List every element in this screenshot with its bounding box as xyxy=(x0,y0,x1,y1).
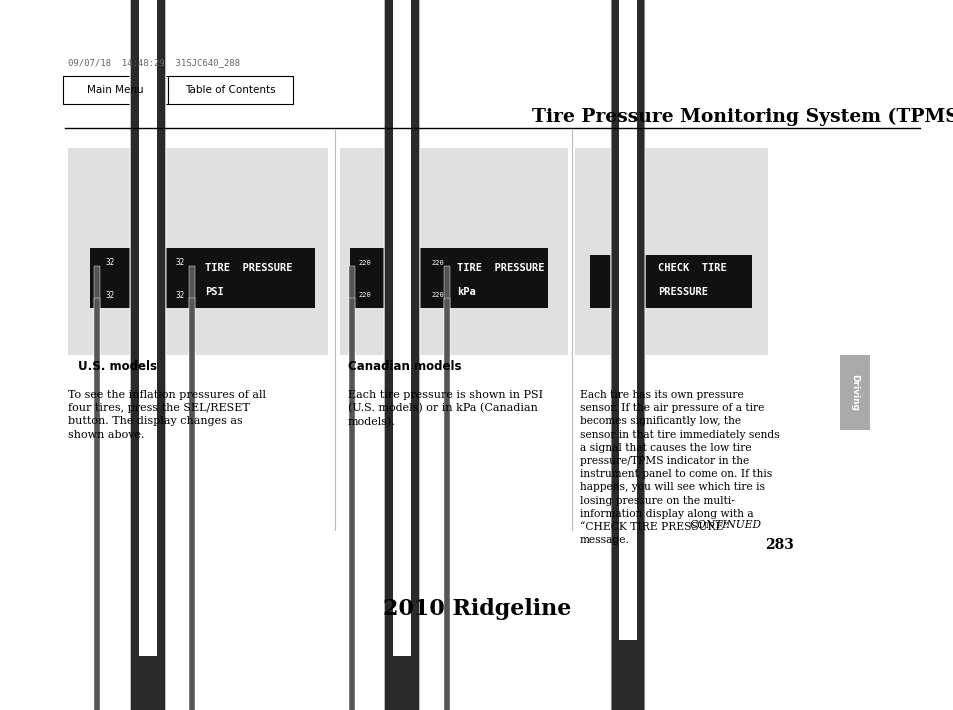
Text: PRESSURE: PRESSURE xyxy=(658,287,707,297)
Bar xyxy=(349,266,355,710)
Text: PSI: PSI xyxy=(205,287,224,297)
Text: Driving: Driving xyxy=(850,374,859,411)
Text: 2010 Ridgeline: 2010 Ridgeline xyxy=(382,598,571,620)
Bar xyxy=(189,298,194,710)
Text: 220: 220 xyxy=(431,292,444,298)
FancyBboxPatch shape xyxy=(130,0,166,710)
Text: Main Menu: Main Menu xyxy=(87,85,144,95)
Text: 09/07/18  14:48:29  31SJC640_288: 09/07/18 14:48:29 31SJC640_288 xyxy=(68,58,240,67)
Bar xyxy=(575,148,767,355)
Bar xyxy=(618,0,636,640)
Bar xyxy=(349,298,355,710)
Text: CONTINUED: CONTINUED xyxy=(689,520,761,530)
Text: Each tire has its own pressure
sensor. If the air pressure of a tire
becomes sig: Each tire has its own pressure sensor. I… xyxy=(579,390,779,545)
Text: CHECK  TIRE: CHECK TIRE xyxy=(658,263,726,273)
Bar xyxy=(94,298,100,710)
Text: 32: 32 xyxy=(175,258,185,268)
Text: TIRE  PRESSURE: TIRE PRESSURE xyxy=(205,263,293,273)
Text: Table of Contents: Table of Contents xyxy=(185,85,275,95)
FancyBboxPatch shape xyxy=(610,0,644,710)
Text: 220: 220 xyxy=(431,260,444,266)
FancyBboxPatch shape xyxy=(168,77,293,104)
Bar xyxy=(589,255,751,308)
Bar xyxy=(139,0,157,209)
Text: 283: 283 xyxy=(764,538,794,552)
Text: To see the inflation pressures of all
four tires, press the SEL/RESET
button. Th: To see the inflation pressures of all fo… xyxy=(68,390,266,439)
Text: 32: 32 xyxy=(175,290,185,300)
Text: 32: 32 xyxy=(105,258,114,268)
Bar xyxy=(94,266,100,710)
Text: Tire Pressure Monitoring System (TPMS): Tire Pressure Monitoring System (TPMS) xyxy=(532,108,953,126)
FancyBboxPatch shape xyxy=(63,77,168,104)
Bar xyxy=(68,148,328,355)
Text: Each tire pressure is shown in PSI
(U.S. models) or in kPa (Canadian
models).: Each tire pressure is shown in PSI (U.S.… xyxy=(348,390,542,427)
Text: 220: 220 xyxy=(358,260,371,266)
Text: 220: 220 xyxy=(358,292,371,298)
Bar xyxy=(350,248,547,308)
Text: kPa: kPa xyxy=(456,287,476,297)
Bar xyxy=(443,266,450,710)
Bar xyxy=(618,0,636,216)
FancyBboxPatch shape xyxy=(384,0,419,710)
Bar xyxy=(393,0,411,209)
Text: U.S. models: U.S. models xyxy=(78,360,157,373)
Text: Canadian models: Canadian models xyxy=(348,360,461,373)
Bar xyxy=(189,266,194,710)
Bar xyxy=(443,298,450,710)
Bar xyxy=(840,355,869,430)
Text: TIRE  PRESSURE: TIRE PRESSURE xyxy=(456,263,544,273)
Text: 32: 32 xyxy=(105,290,114,300)
Bar xyxy=(139,0,157,657)
Bar xyxy=(393,0,411,657)
Bar xyxy=(339,148,567,355)
Bar xyxy=(90,248,314,308)
